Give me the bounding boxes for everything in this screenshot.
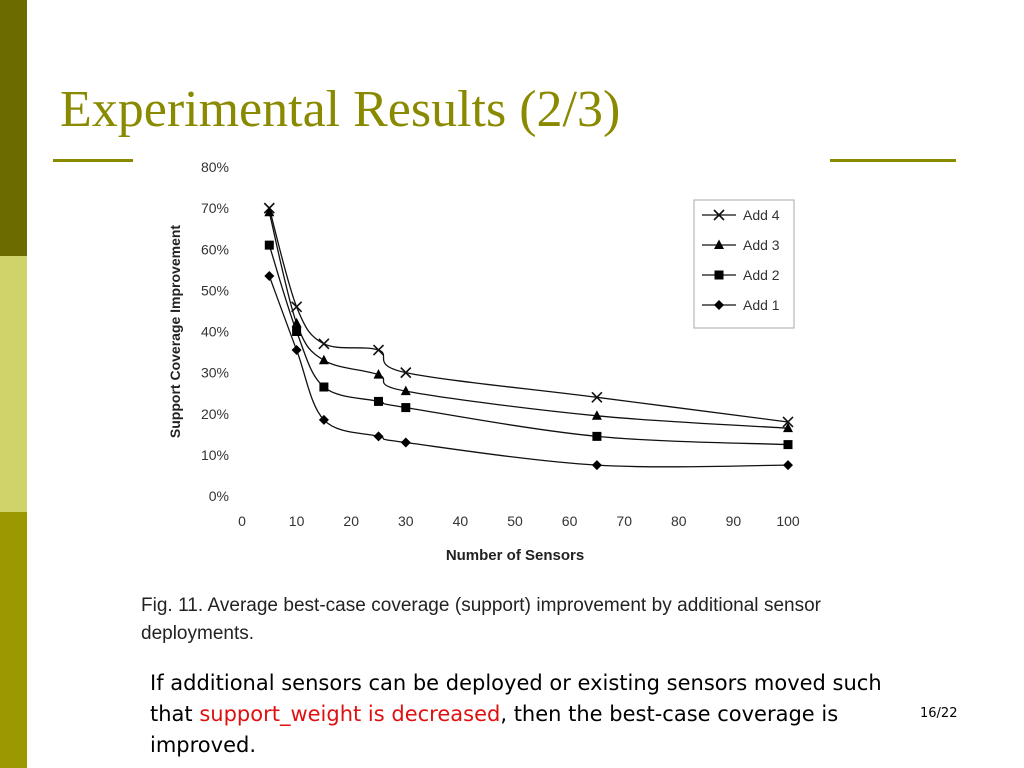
- y-tick-label: 0%: [209, 488, 229, 504]
- data-point: [292, 327, 302, 336]
- legend-marker: [713, 209, 725, 221]
- x-tick-label: 30: [398, 513, 414, 529]
- y-tick-label: 80%: [201, 159, 229, 175]
- legend-label: Add 2: [743, 267, 780, 283]
- body-paragraph: If additional sensors can be deployed or…: [150, 668, 890, 761]
- body-text-part2: , then the best-case coverage is improve…: [150, 702, 839, 757]
- title-rule-right: [830, 159, 956, 162]
- y-tick-label: 10%: [201, 447, 229, 463]
- data-point: [373, 369, 384, 379]
- legend-label: Add 3: [743, 237, 780, 253]
- data-point: [400, 367, 412, 379]
- data-point: [318, 354, 329, 365]
- data-point: [264, 240, 274, 250]
- data-point: [783, 440, 793, 450]
- data-point: [591, 410, 602, 420]
- x-tick-label: 80: [671, 513, 687, 529]
- data-point: [592, 431, 602, 441]
- body-text-highlight: support_weight is decreased: [199, 702, 501, 726]
- data-point: [400, 385, 411, 396]
- data-point: [264, 270, 275, 281]
- figure-caption: Fig. 11. Average best-case coverage (sup…: [141, 595, 821, 644]
- data-point: [591, 391, 603, 403]
- legend-marker: [714, 270, 724, 280]
- sidebar-accent-middle: [0, 256, 27, 512]
- x-tick-label: 0: [238, 513, 246, 529]
- data-point: [318, 414, 329, 425]
- sidebar-accent-bottom: [0, 512, 27, 768]
- legend-marker: [714, 300, 724, 310]
- y-tick-label: 40%: [201, 324, 229, 340]
- slide-title: Experimental Results (2/3): [60, 81, 621, 138]
- body-text-part1: If additional sensors can be deployed or…: [150, 671, 882, 726]
- data-point: [291, 301, 303, 313]
- data-point: [373, 431, 384, 442]
- data-point: [319, 382, 329, 392]
- x-tick-label: 100: [776, 513, 800, 529]
- y-tick-label: 70%: [201, 200, 229, 216]
- data-point: [318, 338, 330, 350]
- page-number: 16/22: [920, 706, 958, 721]
- data-point: [291, 345, 302, 356]
- legend-marker: [714, 239, 724, 249]
- data-point: [401, 403, 411, 413]
- sidebar-accent-top: [0, 0, 27, 256]
- x-tick-label: 70: [616, 513, 632, 529]
- data-point: [372, 344, 385, 356]
- y-axis-label: Support Coverage Improvement: [167, 225, 183, 438]
- series-line-4: [268, 275, 789, 468]
- y-tick-label: 50%: [201, 282, 229, 298]
- data-point: [783, 460, 793, 471]
- legend-label: Add 1: [743, 297, 780, 313]
- legend-box: [693, 199, 795, 329]
- y-tick-label: 20%: [201, 406, 229, 422]
- data-point: [782, 416, 794, 428]
- x-tick-label: 60: [562, 513, 578, 529]
- title-rule-left: [53, 159, 133, 162]
- data-point: [591, 460, 602, 471]
- x-tick-label: 90: [726, 513, 742, 529]
- x-tick-label: 50: [507, 513, 523, 529]
- data-point: [400, 437, 411, 448]
- legend-label: Add 4: [743, 207, 780, 223]
- data-point: [783, 422, 793, 433]
- y-tick-label: 60%: [201, 241, 229, 257]
- data-point: [374, 396, 383, 406]
- x-axis-label: Number of Sensors: [446, 547, 584, 564]
- line-chart: 0% 10% 20% 30% 40% 50% 60% 70% 80% 0 10 20 30 40 50 60 7…: [167, 159, 800, 564]
- y-tick-label: 30%: [201, 365, 229, 381]
- data-point: [264, 206, 275, 217]
- x-tick-label: 40: [453, 513, 469, 529]
- x-tick-label: 20: [343, 513, 359, 529]
- x-tick-label: 10: [289, 513, 305, 529]
